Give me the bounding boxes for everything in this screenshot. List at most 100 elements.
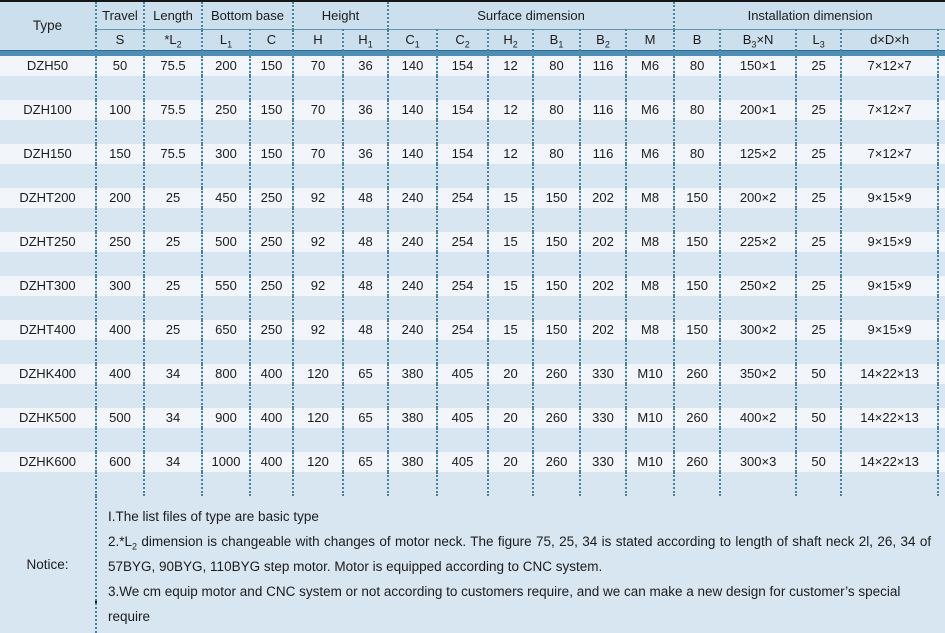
spacer-cell — [487, 339, 534, 364]
edge-filler — [937, 187, 945, 208]
cell-value: 154 — [436, 143, 489, 164]
spacer-cell — [387, 251, 438, 276]
cell-value: 25 — [143, 231, 202, 252]
cell-value: 80 — [532, 99, 581, 120]
spacer-cell — [937, 207, 945, 232]
spacer-cell — [719, 427, 797, 452]
cell-value: 50 — [795, 363, 842, 384]
cell-value: 380 — [387, 407, 438, 428]
spacer-cell — [436, 119, 489, 144]
cell-value: 260 — [673, 451, 721, 472]
spacer-cell — [579, 119, 627, 144]
spacer-cell — [673, 119, 721, 144]
spacer-cell — [840, 295, 939, 320]
spacer-cell — [579, 295, 627, 320]
spacer-cell — [0, 207, 96, 232]
spacer-cell — [579, 471, 627, 496]
spacer-cell — [840, 383, 939, 408]
cell-value: 25 — [143, 275, 202, 296]
cell-value: 25 — [795, 275, 842, 296]
spacer-cell — [292, 383, 343, 408]
row-type: DZHT200 — [0, 187, 96, 208]
cell-value: 100 — [95, 99, 144, 120]
cell-value: 20 — [487, 363, 534, 384]
cell-value: 7×12×7 — [840, 55, 939, 76]
spacer-cell — [487, 383, 534, 408]
cell-value: 48 — [341, 231, 389, 252]
cell-value: 150 — [532, 275, 581, 296]
col-header: B1 — [532, 29, 581, 50]
row-type: DZHK600 — [0, 451, 96, 472]
edge-filler — [937, 319, 945, 340]
col-group-type: Type — [0, 2, 96, 50]
col-header: B — [673, 29, 721, 50]
spacer-cell — [532, 163, 581, 188]
table-row: DZHT300 300 25 550 250 92 48 240 254 15 150 202 M8 15… — [0, 275, 945, 296]
col-header: M — [625, 29, 675, 50]
cell-value: 140 — [387, 55, 438, 76]
cell-value: 36 — [341, 55, 389, 76]
cell-value: 25 — [143, 319, 202, 340]
cell-value: 400 — [249, 407, 293, 428]
spacer-cell — [95, 163, 144, 188]
spacer-cell — [436, 471, 489, 496]
spacer-cell — [579, 383, 627, 408]
spacer-cell — [143, 163, 202, 188]
cell-value: 65 — [341, 363, 389, 384]
spacer-cell — [341, 251, 389, 276]
spacer-row — [0, 339, 945, 364]
cell-value: 1000 — [201, 451, 250, 472]
spacer-cell — [95, 383, 144, 408]
cell-value: 450 — [201, 187, 250, 208]
cell-value: 50 — [795, 407, 842, 428]
spacer-cell — [249, 295, 293, 320]
spacer-cell — [795, 163, 842, 188]
spacer-cell — [95, 251, 144, 276]
col-header: H2 — [487, 29, 534, 50]
edge-filler — [937, 407, 945, 428]
cell-value: 550 — [201, 275, 250, 296]
cell-value: 25 — [795, 187, 842, 208]
cell-value: 380 — [387, 363, 438, 384]
cell-value: 116 — [579, 99, 627, 120]
cell-value: M8 — [625, 275, 675, 296]
cell-value: 92 — [292, 231, 343, 252]
col-header: B3×N — [719, 29, 797, 50]
spacer-cell — [579, 339, 627, 364]
table-body: DZH50 50 75.5 200 150 70 36 140 154 12 80 116 M6 80 15… — [0, 55, 945, 496]
row-type: DZHT300 — [0, 275, 96, 296]
spacer-cell — [436, 207, 489, 232]
spacer-cell — [387, 295, 438, 320]
cell-value: 116 — [579, 55, 627, 76]
spacer-cell — [143, 339, 202, 364]
spacer-cell — [719, 207, 797, 232]
cell-value: 240 — [387, 187, 438, 208]
col-group-bottom-base: Bottom base — [201, 2, 293, 30]
col-group-height: Height — [291, 2, 389, 30]
spacer-cell — [0, 119, 96, 144]
spacer-cell — [387, 471, 438, 496]
spacer-cell — [95, 119, 144, 144]
cell-value: 80 — [673, 55, 721, 76]
cell-value: M10 — [625, 407, 675, 428]
spacer-cell — [292, 295, 343, 320]
cell-value: 250 — [95, 231, 144, 252]
spacer-cell — [292, 427, 343, 452]
spacer-cell — [719, 383, 797, 408]
spacer-cell — [625, 163, 675, 188]
table-row: DZHK600 600 34 1000 400 120 65 380 405 20 260 330 M1… — [0, 451, 945, 472]
cell-value: 80 — [532, 143, 581, 164]
spacer-cell — [0, 163, 96, 188]
cell-value: M6 — [625, 99, 675, 120]
spacer-cell — [579, 207, 627, 232]
spacer-cell — [487, 119, 534, 144]
cell-value: M6 — [625, 55, 675, 76]
cell-value: 405 — [436, 407, 489, 428]
cell-value: 300×2 — [719, 319, 797, 340]
spacer-row — [0, 471, 945, 496]
spacer-cell — [95, 75, 144, 100]
col-header: C1 — [387, 29, 438, 50]
spacer-cell — [840, 119, 939, 144]
table-row: DZHK500 500 34 900 400 120 65 380 405 20 260 330 M10… — [0, 407, 945, 428]
cell-value: 25 — [795, 319, 842, 340]
